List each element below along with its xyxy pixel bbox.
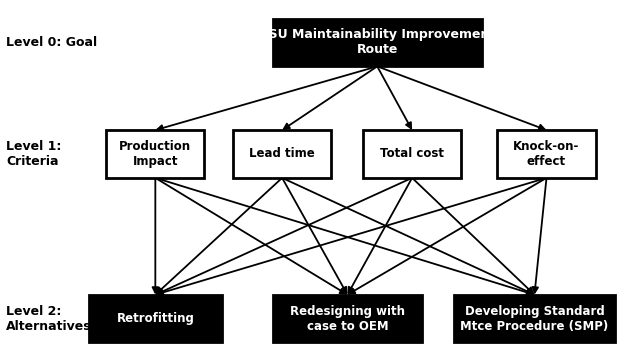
Text: Retrofitting: Retrofitting xyxy=(117,312,194,325)
FancyBboxPatch shape xyxy=(363,130,462,178)
FancyBboxPatch shape xyxy=(273,295,422,343)
FancyBboxPatch shape xyxy=(106,130,204,178)
Text: Total cost: Total cost xyxy=(380,148,444,160)
FancyBboxPatch shape xyxy=(89,295,222,343)
Text: Level 1:
Criteria: Level 1: Criteria xyxy=(6,140,61,168)
Text: VSU Maintainability Improvement
Route: VSU Maintainability Improvement Route xyxy=(259,28,495,57)
Text: Lead time: Lead time xyxy=(249,148,315,160)
FancyBboxPatch shape xyxy=(497,130,596,178)
Text: Developing Standard
Mtce Procedure (SMP): Developing Standard Mtce Procedure (SMP) xyxy=(460,304,609,333)
Text: Redesigning with
case to OEM: Redesigning with case to OEM xyxy=(290,304,405,333)
Text: Knock-on-
effect: Knock-on- effect xyxy=(514,140,579,168)
Text: Level 0: Goal: Level 0: Goal xyxy=(6,36,98,49)
FancyBboxPatch shape xyxy=(273,18,482,67)
Text: Level 2:
Alternatives: Level 2: Alternatives xyxy=(6,304,92,333)
FancyBboxPatch shape xyxy=(233,130,331,178)
FancyBboxPatch shape xyxy=(454,295,615,343)
Text: Production
Impact: Production Impact xyxy=(119,140,191,168)
